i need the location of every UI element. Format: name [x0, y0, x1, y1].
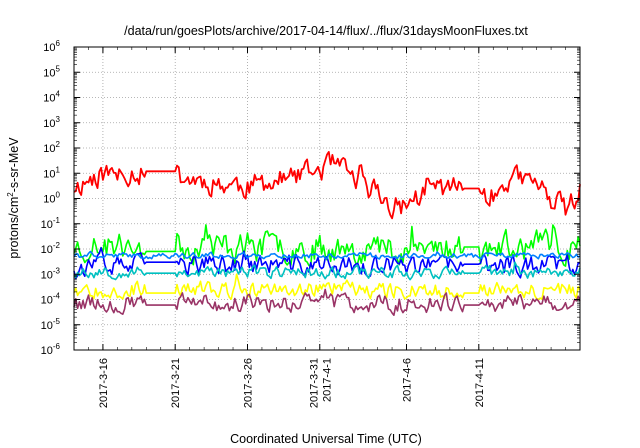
x-tick-label: 2017-3-21 — [170, 358, 182, 408]
y-axis-label-sup: 2 — [6, 192, 15, 197]
x-tick-label: 2017-4-6 — [402, 358, 414, 402]
y-tick-label: 102 — [43, 140, 60, 155]
series-line-5 — [73, 273, 581, 301]
y-tick-label: 103 — [43, 115, 60, 130]
y-tick-label: 105 — [43, 64, 60, 79]
series-line-4 — [73, 261, 581, 281]
y-tick-label: 10-3 — [41, 266, 61, 281]
x-axis: 2017-3-16 2017-3-21 2017-3-26 2017-3-31 2017… — [73, 47, 581, 408]
y-tick-label: 10-2 — [41, 241, 61, 256]
x-axis-label: Coordinated Universal Time (UTC) — [230, 432, 422, 446]
y-axis-label: protons/cm2-s-sr-MeV — [6, 137, 21, 259]
x-tick-label: 2017-3-26 — [242, 358, 254, 408]
chart-title: /data/run/goesPlots/archive/2017-04-14/f… — [124, 24, 528, 38]
series-line-0 — [73, 151, 581, 220]
x-tick-label: 2017-4-11 — [474, 358, 486, 407]
y-tick-label: 101 — [43, 165, 60, 180]
y-axis-label-prefix: protons/cm — [7, 197, 21, 259]
x-tick-label: 2017-3-16 — [98, 358, 110, 408]
y-tick-label: 10-4 — [41, 292, 61, 307]
series-line-1 — [73, 224, 581, 268]
series-line-6 — [73, 288, 581, 316]
y-tick-label: 106 — [43, 39, 60, 54]
x-tick-label: 2017-4-1 — [321, 358, 333, 402]
y-axis-label-suffix: -s-sr-MeV — [7, 137, 21, 193]
series-line-3 — [73, 250, 581, 260]
y-tick-label: 104 — [43, 90, 60, 105]
y-tick-label: 10-5 — [41, 317, 61, 332]
y-tick-label: 10-6 — [41, 342, 61, 357]
x-tick-label: 2017-3-31 — [308, 358, 320, 408]
y-axis: 10-6 10-5 10-4 10-3 10-2 10-1 100 101 102 103 104 1… — [41, 39, 580, 357]
y-tick-label: 100 — [43, 191, 60, 206]
series-layer — [73, 151, 581, 316]
y-tick-label: 10-1 — [41, 216, 61, 231]
